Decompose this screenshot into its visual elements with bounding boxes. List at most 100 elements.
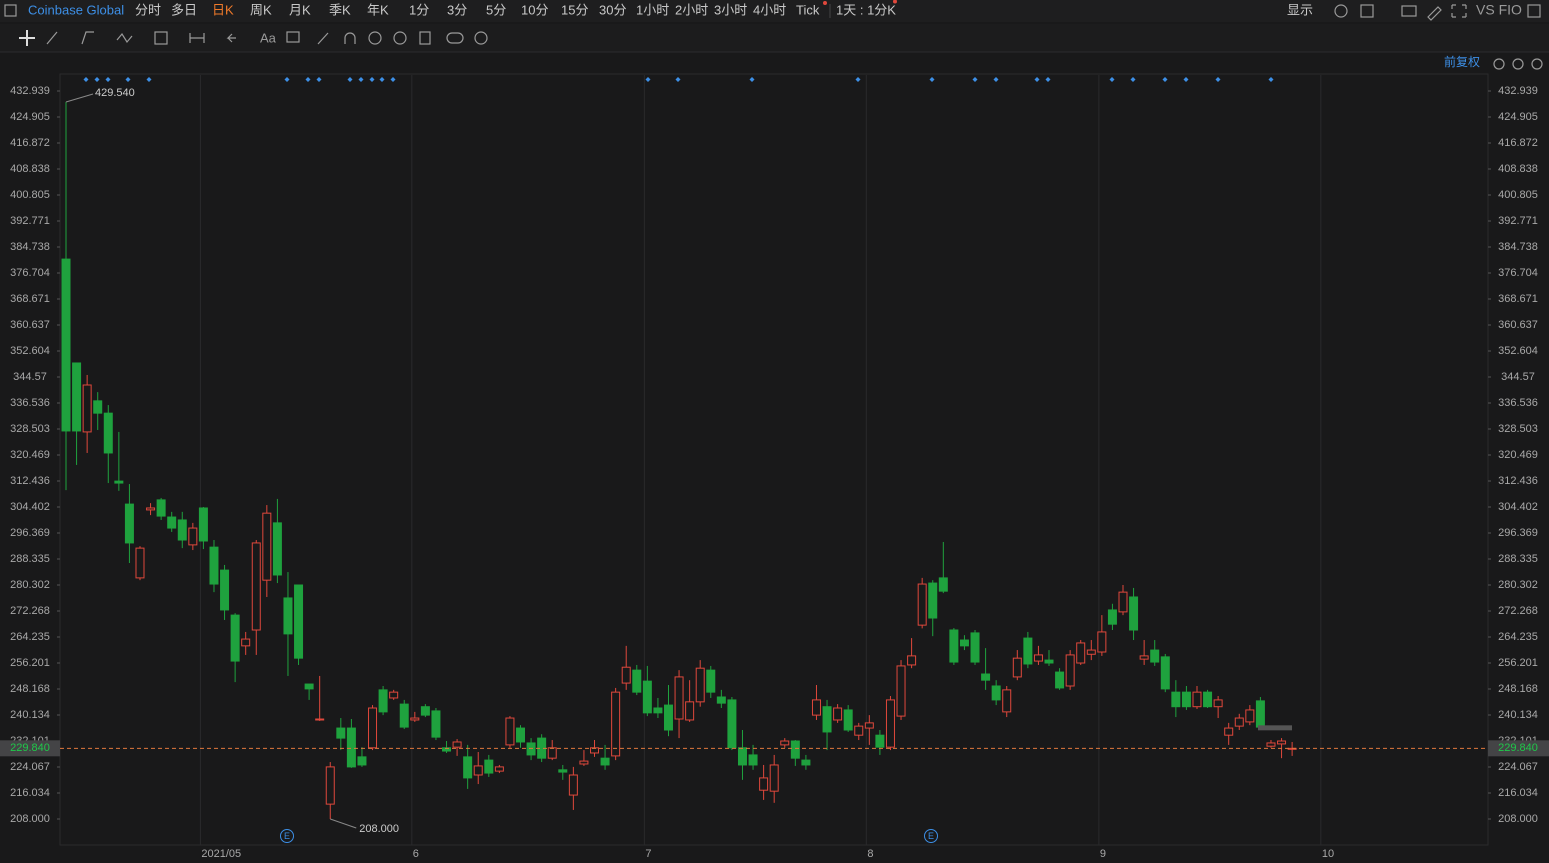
compare[interactable]: VS FIO — [1476, 2, 1522, 18]
candle-body — [706, 669, 716, 693]
period-tab[interactable]: 3小时 — [714, 2, 747, 17]
period-tab[interactable]: 1分 — [409, 2, 429, 17]
candle-body — [1266, 742, 1276, 747]
period-tab[interactable]: 3分 — [447, 2, 467, 17]
y-tick-label: 376.704 — [1498, 267, 1538, 279]
y-tick-label: 432.939 — [1498, 85, 1538, 97]
camera-icon[interactable] — [1401, 5, 1417, 17]
candle-body — [568, 774, 578, 796]
period-tab[interactable]: 季K — [329, 2, 351, 17]
channel-tool[interactable] — [81, 31, 94, 45]
lock-tool[interactable] — [368, 31, 382, 45]
period-tab[interactable]: 日K — [212, 2, 234, 17]
reset-icon[interactable] — [1493, 58, 1505, 70]
symbol[interactable]: Coinbase Global — [28, 2, 124, 17]
interval[interactable]: 1天 : 1分K — [836, 2, 896, 17]
settings-icon[interactable] — [1334, 4, 1348, 18]
hide-tool[interactable] — [393, 31, 407, 45]
event-dot — [379, 77, 385, 82]
last-price-box — [0, 740, 60, 757]
candle-body — [748, 754, 758, 766]
window-icon[interactable] — [1527, 4, 1541, 18]
candle-body — [103, 412, 113, 454]
y-tick-label: 216.034 — [1498, 787, 1538, 799]
delete-tool[interactable] — [419, 31, 431, 45]
y-tick-label: 304.402 — [10, 501, 50, 513]
period-tab[interactable]: 多日 — [171, 2, 197, 17]
compare-tool[interactable] — [446, 32, 464, 44]
candle-body — [1033, 654, 1043, 662]
line-tool[interactable] — [46, 31, 58, 45]
y-tick-label: 400.805 — [10, 189, 50, 201]
candle-body — [854, 725, 864, 736]
y-tick-label: 424.905 — [1498, 111, 1538, 123]
candle-body — [991, 685, 1001, 701]
y-tick-label: 296.369 — [1498, 527, 1538, 539]
x-tick-label: 10 — [1322, 848, 1334, 860]
event-dot — [369, 77, 375, 82]
adjustment[interactable]: 前复权 — [1444, 54, 1480, 69]
candle-body — [547, 747, 557, 759]
y-tick-label: 360.637 — [10, 319, 50, 331]
layout-icon[interactable] — [1360, 4, 1374, 18]
period-tab[interactable]: 15分 — [561, 2, 588, 17]
y-tick-label: 392.771 — [1498, 215, 1538, 227]
candle-body — [1234, 717, 1244, 727]
period-tab[interactable]: 周K — [250, 2, 272, 17]
earnings-label: E — [284, 831, 290, 841]
measure-tool[interactable] — [189, 33, 205, 43]
period-tab[interactable]: 30分 — [599, 2, 626, 17]
candle-body — [1055, 671, 1065, 689]
pen-icon[interactable] — [1427, 6, 1442, 21]
candle-body — [695, 667, 705, 703]
zoom-out-icon[interactable] — [1512, 58, 1524, 70]
candle-body — [970, 632, 980, 663]
settings-tool[interactable] — [474, 31, 488, 45]
candle-body — [346, 727, 356, 768]
fullscreen-icon[interactable] — [1451, 4, 1467, 18]
magnet-tool[interactable] — [344, 32, 356, 44]
earnings-marker[interactable] — [924, 829, 938, 843]
earnings-label: E — [928, 831, 934, 841]
candle-body — [949, 629, 959, 663]
candle-body — [600, 757, 610, 766]
period-tab[interactable]: Tick — [796, 2, 820, 17]
candle-body — [663, 704, 673, 731]
period-tab[interactable]: 5分 — [486, 2, 506, 17]
arrow-tool[interactable] — [226, 33, 236, 43]
wave-tool[interactable] — [116, 32, 133, 44]
y-tick-label: 208.000 — [1498, 813, 1538, 825]
candle-body — [917, 583, 927, 626]
y-tick-label: 336.536 — [1498, 397, 1538, 409]
candle-body — [251, 542, 261, 631]
text-tool[interactable]: Aa — [260, 30, 277, 45]
move-tool[interactable] — [19, 30, 35, 46]
pattern-tool[interactable] — [154, 31, 168, 45]
event-dot — [94, 77, 100, 82]
candle-body — [1277, 740, 1287, 745]
ruler-tool[interactable] — [317, 32, 329, 45]
display-menu[interactable]: 显示 — [1287, 2, 1313, 17]
earnings-marker[interactable] — [280, 829, 294, 843]
low-leader — [330, 818, 357, 829]
period-tab[interactable]: 年K — [367, 2, 389, 17]
period-tab[interactable]: 2小时 — [675, 2, 708, 17]
event-dot — [645, 77, 651, 82]
period-tab[interactable]: 分时 — [135, 2, 161, 17]
note-tool[interactable] — [286, 31, 300, 43]
y-tick-label: 352.604 — [1498, 345, 1538, 357]
candle-body — [177, 519, 187, 541]
period-tab[interactable]: 4小时 — [753, 2, 786, 17]
period-tab[interactable]: 月K — [289, 2, 311, 17]
period-tab[interactable]: 10分 — [521, 2, 548, 17]
period-tab[interactable]: 1小时 — [636, 2, 669, 17]
candle-body — [241, 638, 251, 647]
zoom-in-icon[interactable] — [1531, 58, 1543, 70]
candle-body — [526, 742, 536, 756]
candle-body — [1086, 649, 1096, 655]
panel-icon[interactable] — [4, 4, 17, 17]
candle-body — [653, 707, 663, 714]
y-tick-label: 328.503 — [10, 423, 50, 435]
candle-body — [632, 669, 642, 693]
